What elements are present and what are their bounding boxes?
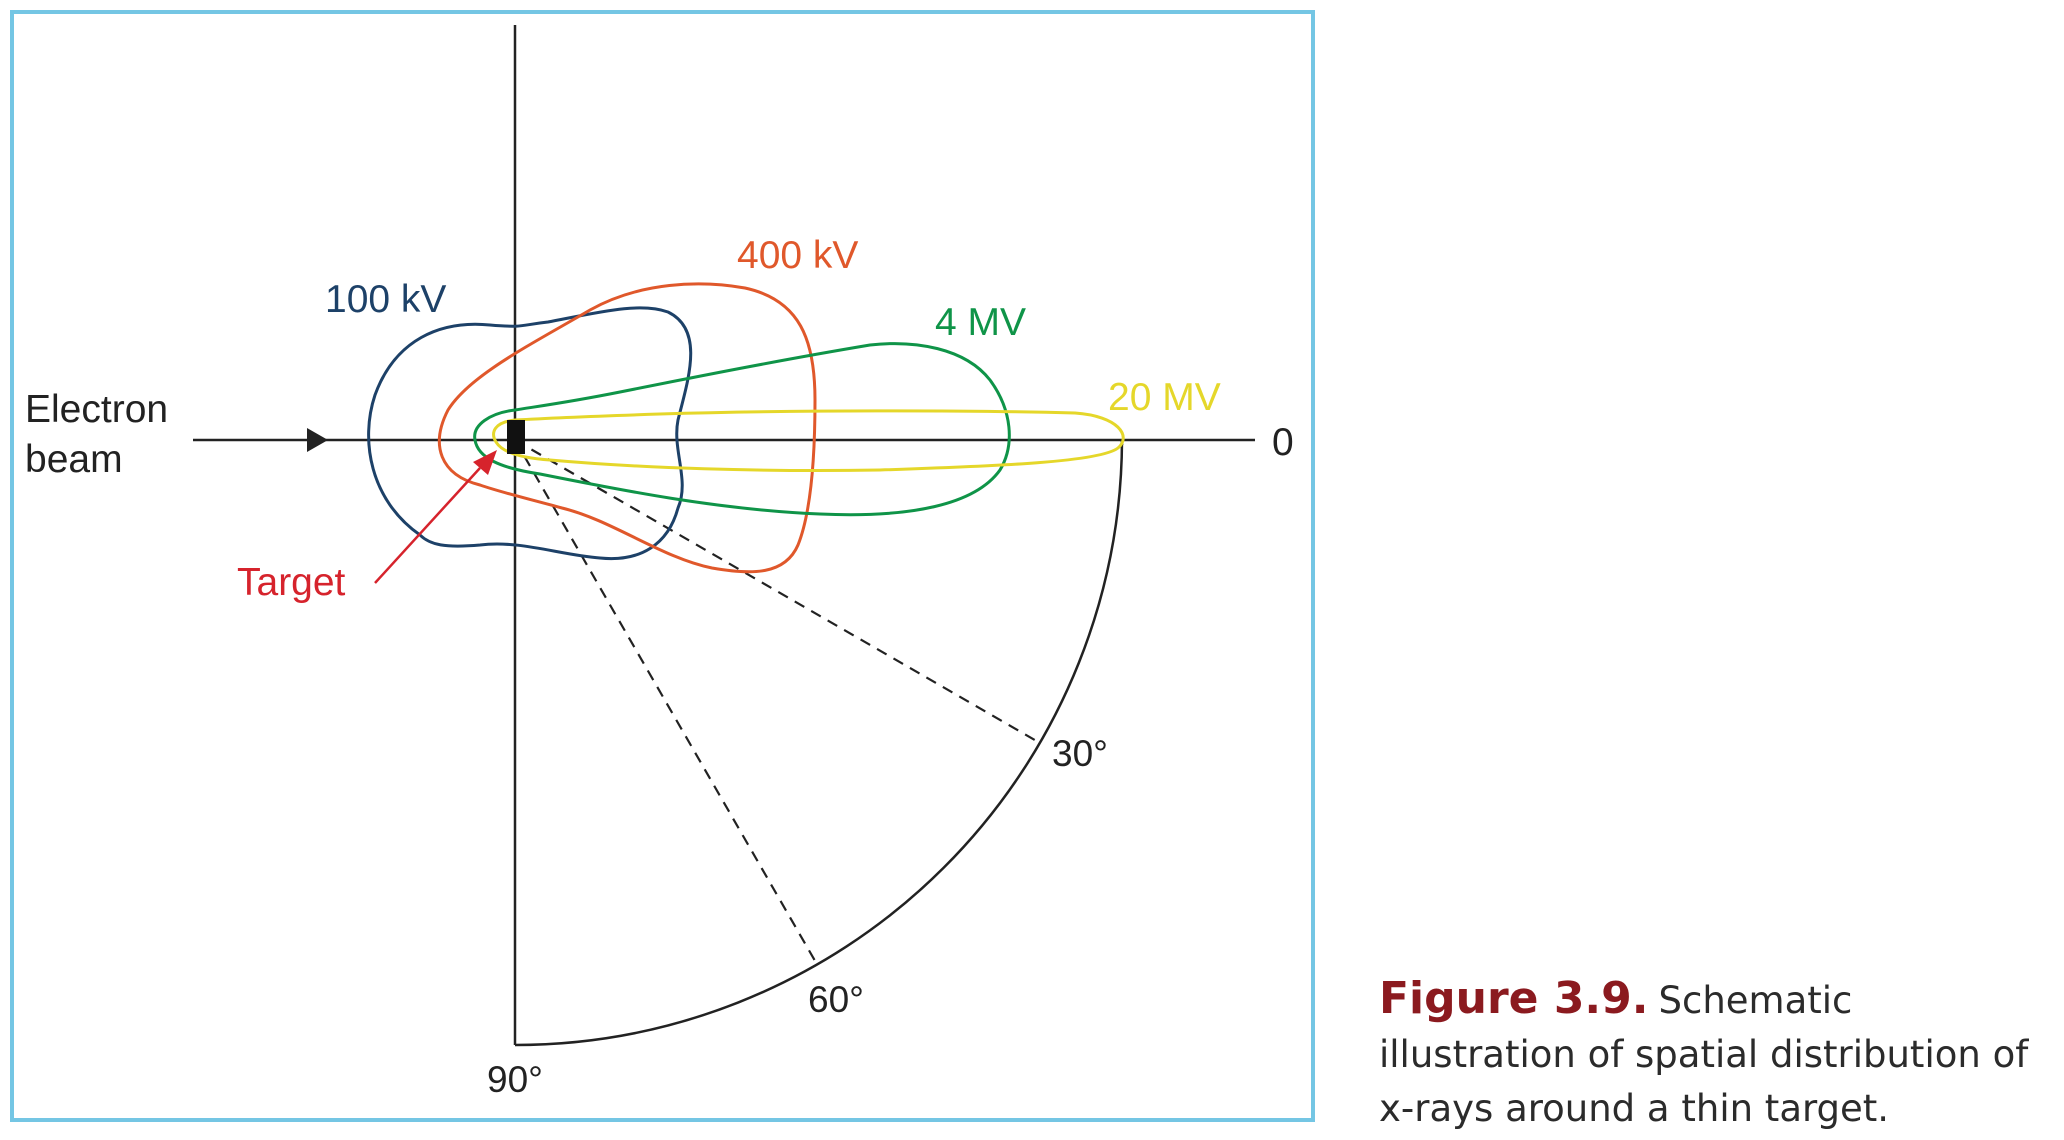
angle-arc: [514, 439, 1124, 1047]
angle-label-60: 60°: [808, 979, 864, 1020]
beam-label-line1: Electron: [25, 388, 168, 431]
dashed-line-60: [514, 439, 819, 967]
angle-label-90: 90°: [487, 1059, 543, 1100]
dashed-line-30: [514, 439, 1041, 744]
label-100kv: 100 kV: [325, 278, 446, 321]
caption-text: Schematic illustration of spatial distri…: [1379, 979, 2029, 1130]
angle-label-30: 30°: [1052, 733, 1108, 774]
caption-label: Figure 3.9.: [1379, 973, 1649, 1024]
curve-100kv: [367, 306, 693, 561]
curve-4mv: [473, 342, 1011, 517]
figure-caption: Figure 3.9. Schematic illustration of spa…: [1379, 972, 2059, 1136]
curve-20mv: [492, 409, 1125, 473]
target-arrow-line: [374, 467, 481, 584]
target-label: Target: [237, 561, 346, 604]
target-block: [507, 420, 525, 454]
figure-frame: [10, 10, 1315, 1122]
beam-arrow-icon: [307, 428, 328, 452]
target-arrow-icon: [473, 450, 497, 475]
label-20mv: 20 MV: [1108, 376, 1221, 419]
beam-label-line2: beam: [25, 438, 123, 481]
axis-zero-label: 0: [1272, 421, 1294, 464]
label-400kv: 400 kV: [737, 234, 858, 277]
curve-400kv: [438, 282, 817, 574]
label-4mv: 4 MV: [935, 301, 1026, 344]
